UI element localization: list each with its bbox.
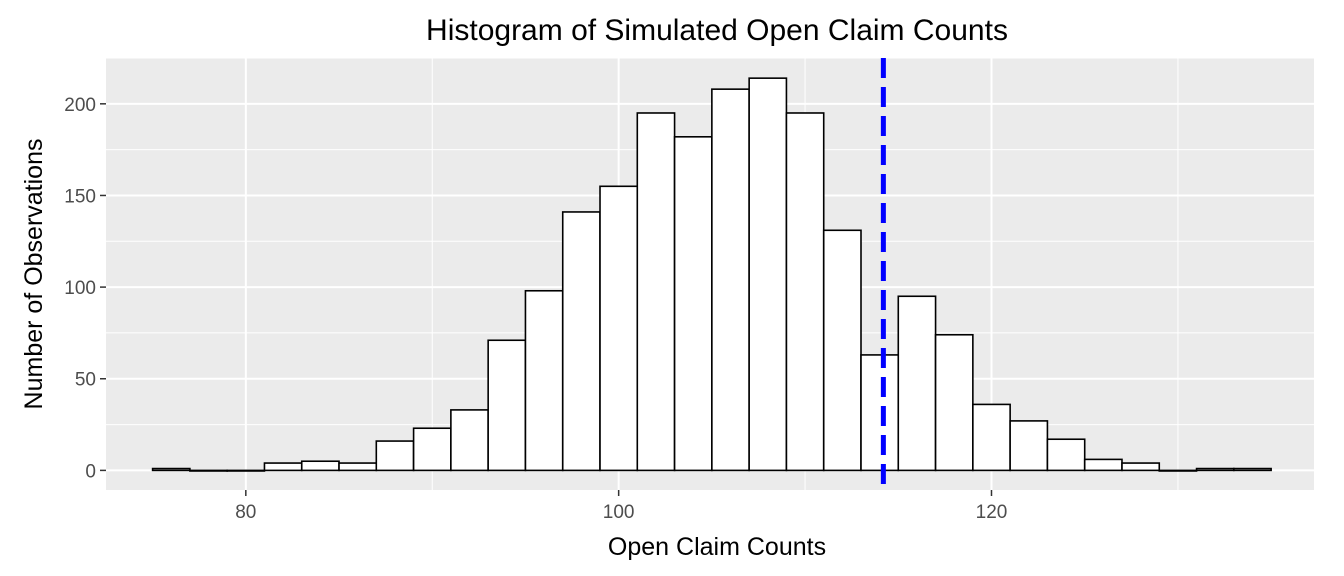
histogram-bar [673,136,713,472]
histogram-bar [1195,467,1235,472]
histogram-bar [711,88,750,472]
x-axis-ticks: 80 100 120 [235,490,1007,523]
histogram-bar [822,229,862,472]
histogram-bar [1083,458,1123,472]
histogram-bar [1121,462,1161,472]
y-axis-ticks: 0 50 100 150 200 [64,95,106,482]
x-axis-title: Open Claim Counts [608,533,826,561]
histogram-bar [897,295,937,472]
histogram-bar [561,211,601,472]
histogram-bars [151,77,1272,472]
histogram-bar [1158,469,1198,472]
histogram-bar [524,289,564,472]
histogram-bar [450,409,489,472]
histogram-bar [375,440,415,472]
histogram-bar [934,333,974,472]
y-tick-label: 150 [64,186,96,207]
histogram-bar [1233,467,1272,472]
histogram-bar [599,185,639,472]
x-tick-label: 100 [603,502,635,523]
y-axis-title: Number of Observations [20,139,48,410]
histogram-bar [1046,438,1086,472]
y-tick-label: 0 [85,461,96,482]
histogram-bar [300,460,340,472]
y-tick-label: 200 [64,95,96,116]
histogram-bar [636,112,676,472]
histogram-bar [338,462,378,472]
histogram-bar [412,427,452,472]
y-tick-label: 50 [75,370,96,391]
y-tick-label: 100 [64,278,96,299]
x-tick-label: 80 [235,502,256,523]
x-tick-label: 120 [976,502,1008,523]
histogram-bar [972,403,1011,472]
histogram-bar [487,339,527,472]
histogram-bar [1009,420,1049,472]
chart-title: Histogram of Simulated Open Claim Counts [426,14,1008,47]
histogram-bar [860,354,900,472]
histogram-bar [263,462,303,472]
histogram-bar [226,469,266,472]
histogram-bar [785,112,825,472]
histogram-bar [748,77,788,472]
histogram-bar [189,469,228,472]
histogram-bar [151,467,191,472]
